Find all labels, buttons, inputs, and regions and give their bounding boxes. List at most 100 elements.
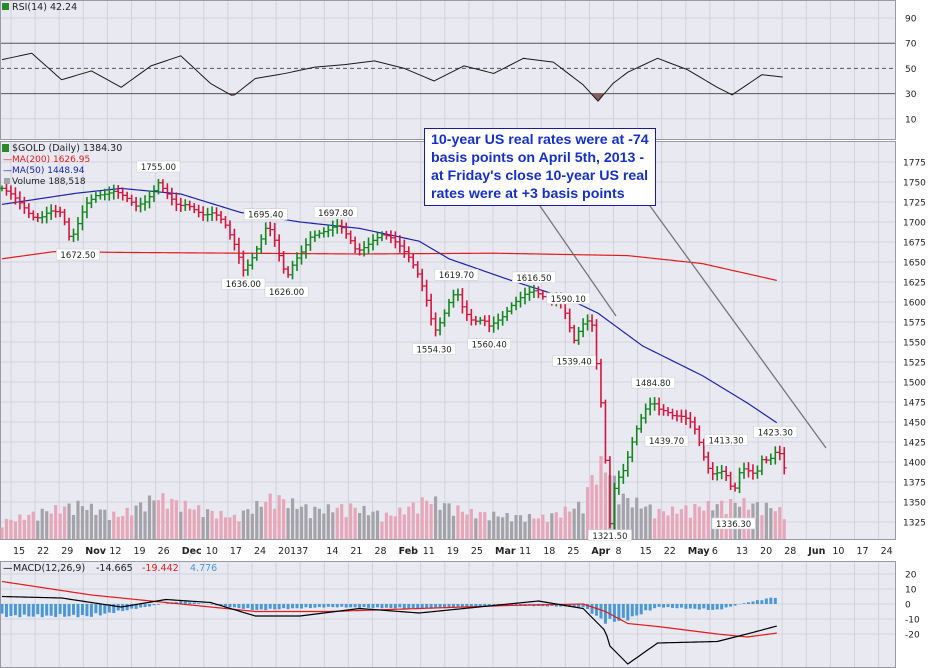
- macd-histogram-bar: [577, 604, 581, 607]
- volume-bar: [782, 519, 786, 539]
- volume-bar: [228, 517, 232, 539]
- x-tick-label: Jun: [807, 546, 825, 557]
- macd-histogram-bar: [702, 604, 706, 609]
- volume-bar: [657, 508, 661, 539]
- volume-bar: [22, 519, 26, 539]
- volume-bar: [147, 495, 152, 539]
- macd-histogram-bar: [568, 604, 572, 608]
- y-tick-label: 1775: [903, 159, 926, 169]
- macd-histogram-bar: [675, 604, 679, 609]
- volume-bar: [71, 514, 76, 539]
- macd-histogram-bar: [264, 604, 268, 611]
- macd-histogram-bar: [13, 604, 17, 616]
- price-label-bg: [412, 343, 457, 355]
- y-tick-label: 1650: [903, 259, 926, 269]
- rsi-legend-icon: [2, 3, 9, 10]
- macd-histogram-bar: [608, 604, 612, 619]
- price-label-bg: [631, 376, 676, 389]
- volume-bar: [241, 510, 245, 539]
- volume-bar: [45, 511, 49, 539]
- volume-bar: [277, 495, 281, 539]
- volume-bar: [4, 519, 9, 539]
- macd-histogram-bar: [407, 604, 411, 609]
- volume-bar: [773, 511, 777, 539]
- macd-histogram-bar: [581, 604, 585, 608]
- rsi-line: [1, 52, 783, 102]
- volume-bar: [380, 521, 384, 539]
- volume-bar: [366, 515, 371, 539]
- price-label: 1695.40: [248, 211, 283, 221]
- volume-bar: [492, 511, 496, 539]
- volume-bar: [80, 506, 85, 539]
- volume-bar: [465, 514, 469, 539]
- price-label: 1619.70: [439, 271, 474, 281]
- macd-histogram-bar: [179, 600, 183, 604]
- macd-histogram-bar: [478, 604, 482, 607]
- macd-histogram-bar: [237, 604, 241, 609]
- volume-bar: [505, 512, 509, 539]
- price-legend-icon: [2, 144, 9, 152]
- volume-bar: [259, 506, 263, 539]
- macd-histogram-bar: [653, 604, 657, 609]
- macd-histogram-bar: [706, 604, 710, 610]
- macd-histogram-bar: [617, 604, 621, 621]
- x-tick-label: 15: [640, 546, 652, 557]
- macd-histogram-bar: [411, 604, 415, 609]
- volume-bar: [201, 517, 205, 539]
- macd-histogram-bar: [188, 602, 192, 604]
- price-label: 1413.30: [709, 436, 744, 446]
- price-label: 1672.50: [60, 251, 95, 261]
- x-tick-label: 11: [519, 546, 531, 557]
- volume-bar: [49, 513, 53, 539]
- x-tick-label: 8: [616, 546, 622, 557]
- y-tick-label: 1600: [903, 299, 926, 309]
- volume-bar: [9, 519, 13, 539]
- y-tick-label: 1625: [903, 279, 926, 289]
- volume-bar: [670, 506, 675, 539]
- volume-bar: [326, 504, 330, 539]
- macd-histogram-bar: [40, 604, 44, 618]
- x-tick-label: 2013: [278, 546, 302, 557]
- macd-histogram-bar: [58, 604, 62, 614]
- volume-bar: [197, 505, 201, 539]
- volume-bar: [679, 509, 684, 539]
- macd-histogram-bar: [72, 604, 76, 615]
- x-tick-label: 11: [423, 546, 435, 557]
- macd-histogram-bar: [630, 604, 634, 617]
- macd-histogram-bar: [224, 604, 227, 607]
- volume-bar: [541, 514, 545, 539]
- macd-histogram-bar: [183, 601, 187, 604]
- macd-signal-value: -19.442: [142, 563, 179, 574]
- volume-bar: [581, 513, 585, 539]
- macd-histogram-bar: [112, 604, 116, 614]
- volume-bar: [353, 507, 357, 539]
- volume-bar: [54, 505, 58, 539]
- macd-histogram-bar: [724, 604, 728, 608]
- volume-bar: [760, 515, 764, 539]
- macd-histogram-bar: [398, 604, 402, 608]
- x-tick-label: 20: [760, 546, 772, 557]
- macd-histogram-bar: [349, 604, 353, 608]
- price-label-bg: [546, 292, 591, 305]
- macd-histogram-bar: [746, 602, 750, 604]
- macd-histogram-bar: [80, 604, 84, 615]
- volume-bar: [232, 514, 237, 539]
- macd-histogram-bar: [389, 604, 393, 609]
- volume-bar: [706, 501, 710, 539]
- macd-histogram-bar: [697, 604, 701, 610]
- rsi-tick-label: 50: [905, 65, 917, 75]
- macd-histogram-bar: [18, 604, 22, 618]
- x-tick-label: Feb: [399, 546, 419, 557]
- volume-bar: [442, 503, 447, 539]
- macd-histogram-bar: [599, 604, 603, 619]
- volume-bar: [174, 500, 178, 539]
- macd-histogram-bar: [742, 603, 746, 604]
- macd-histogram-bar: [54, 604, 58, 618]
- macd-histogram-bar: [769, 597, 773, 604]
- macd-histogram-bar: [286, 604, 290, 610]
- y-tick-label: 1675: [903, 239, 926, 249]
- volume-bar: [398, 507, 402, 539]
- x-tick-label: 19: [447, 546, 459, 557]
- price-label-bg: [711, 517, 756, 530]
